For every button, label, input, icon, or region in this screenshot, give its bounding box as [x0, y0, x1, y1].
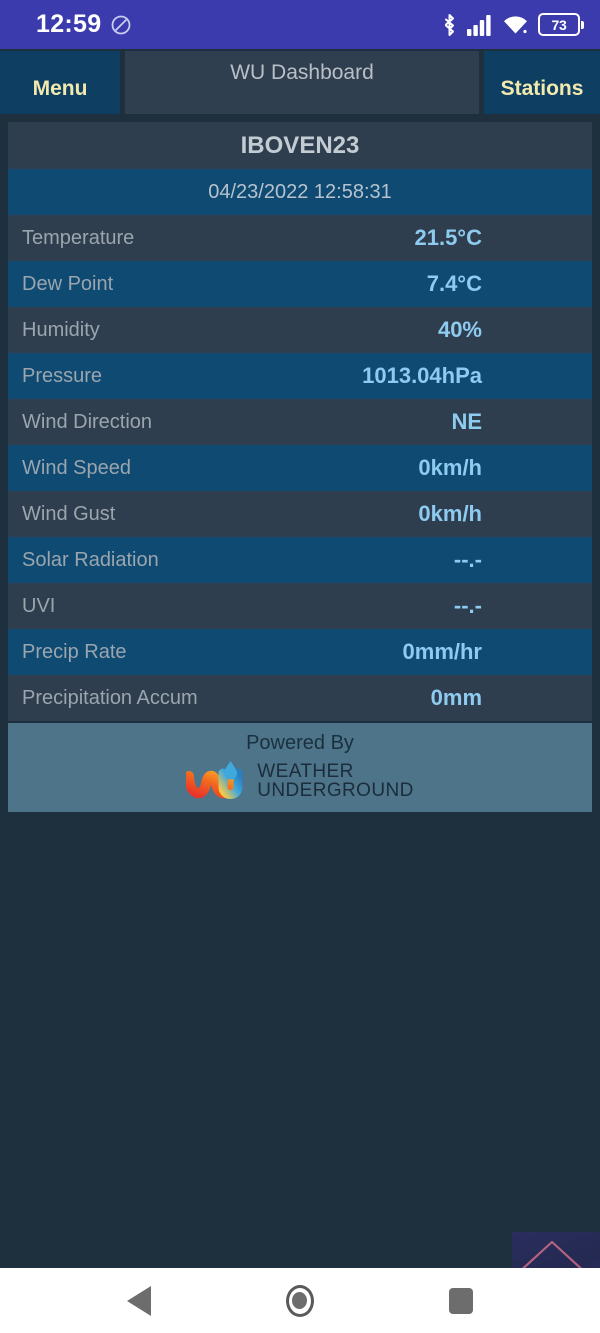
weather-underground-lockup: WEATHER UNDERGROUND	[186, 759, 413, 803]
weather-readings-panel: IBOVEN23 04/23/2022 12:58:31 Temperature…	[8, 122, 592, 721]
reading-row: Wind Direction NE	[8, 399, 592, 445]
home-circle-icon[interactable]	[285, 1284, 314, 1317]
back-triangle-icon[interactable]	[127, 1285, 152, 1316]
status-bar-right: 73	[441, 13, 584, 37]
reading-row: Wind Gust 0km/h	[8, 491, 592, 537]
reading-value: 40%	[437, 317, 482, 342]
brand-line-1: WEATHER	[257, 761, 354, 782]
reading-label: Wind Gust	[22, 502, 116, 525]
page-title: WU Dashboard	[125, 51, 479, 114]
powered-by-footer: Powered By	[8, 723, 592, 812]
reading-label: Wind Speed	[22, 456, 131, 479]
reading-row: UVI --.-	[8, 583, 592, 629]
reading-value: 0km/h	[418, 501, 482, 526]
reading-label: UVI	[22, 594, 56, 617]
reading-row: Solar Radiation --.-	[8, 537, 592, 583]
wifi-icon	[502, 14, 529, 36]
powered-by-label: Powered By	[246, 732, 354, 754]
reading-label: Precipitation Accum	[22, 686, 198, 709]
reading-label: Precip Rate	[22, 640, 127, 663]
menu-button[interactable]: Menu	[0, 51, 120, 114]
reading-row: Temperature 21.5°C	[8, 215, 592, 261]
reading-label: Pressure	[22, 364, 103, 387]
stations-button-label: Stations	[500, 77, 584, 100]
bluetooth-icon	[441, 13, 458, 37]
android-navigation-bar	[0, 1268, 600, 1333]
cellular-signal-icon	[467, 14, 493, 36]
brand-line-2: UNDERGROUND	[257, 780, 414, 801]
weather-underground-wordmark: WEATHER UNDERGROUND	[257, 762, 413, 800]
page-title-text: WU Dashboard	[230, 61, 374, 84]
weather-underground-logo-icon	[186, 759, 248, 803]
status-bar-clock: 12:59	[36, 10, 102, 38]
reading-value: 21.5°C	[414, 225, 482, 250]
readings-list: Temperature 21.5°C Dew Point 7.4°C Humidity 4…	[8, 215, 592, 721]
station-name-row: IBOVEN23	[8, 122, 592, 169]
station-name: IBOVEN23	[240, 131, 360, 159]
reading-value: 1013.04hPa	[362, 363, 482, 388]
reading-label: Humidity	[22, 318, 100, 341]
do-not-disturb-icon	[110, 14, 132, 36]
reading-row: Humidity 40%	[8, 307, 592, 353]
status-bar: 12:59	[0, 0, 600, 49]
reading-row: Dew Point 7.4°C	[8, 261, 592, 307]
reading-row: Pressure 1013.04hPa	[8, 353, 592, 399]
reading-value: NE	[451, 409, 482, 434]
reading-value: 0mm	[430, 685, 482, 710]
reading-value: --.-	[453, 547, 482, 572]
recents-square-icon[interactable]	[448, 1287, 473, 1314]
station-timestamp: 04/23/2022 12:58:31	[208, 180, 392, 203]
app-header: Menu WU Dashboard Stations	[0, 49, 600, 118]
reading-label: Wind Direction	[22, 410, 153, 433]
reading-label: Dew Point	[22, 272, 114, 295]
reading-row: Wind Speed 0km/h	[8, 445, 592, 491]
reading-label: Solar Radiation	[22, 548, 159, 571]
status-bar-left: 12:59	[36, 10, 132, 39]
station-timestamp-row: 04/23/2022 12:58:31	[8, 169, 592, 215]
battery-icon: 73	[538, 13, 584, 36]
battery-tip	[581, 20, 584, 29]
battery-level-text: 73	[538, 13, 580, 36]
reading-value: --.-	[453, 593, 482, 618]
reading-value: 7.4°C	[426, 271, 482, 296]
reading-label: Temperature	[22, 226, 135, 249]
menu-button-label: Menu	[32, 77, 88, 100]
stations-button[interactable]: Stations	[484, 51, 600, 114]
reading-row: Precipitation Accum 0mm	[8, 675, 592, 721]
reading-row: Precip Rate 0mm/hr	[8, 629, 592, 675]
reading-value: 0km/h	[418, 455, 482, 480]
reading-value: 0mm/hr	[402, 639, 482, 664]
